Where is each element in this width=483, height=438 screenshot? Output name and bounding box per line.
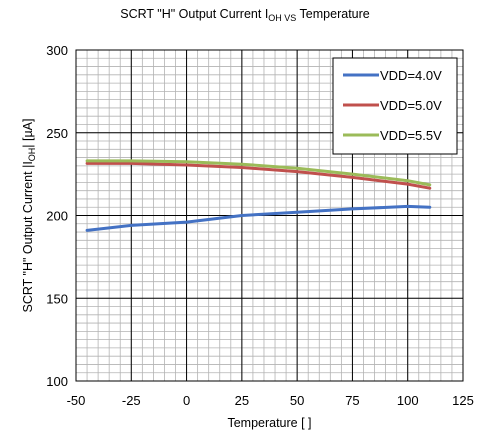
x-tick-label: 25 [235,393,249,408]
y-tick-label: 200 [46,209,68,224]
chart-title-subscript: OH VS [268,13,296,23]
x-tick-label: 100 [397,393,419,408]
legend-label: VDD=4.0V [380,68,442,83]
series-line-3 [85,159,432,187]
x-tick-label: -50 [67,393,86,408]
x-tick-label: -25 [122,393,141,408]
x-tick-label: 125 [452,393,474,408]
series-line-1 [85,204,432,232]
plot-area [75,49,464,382]
x-axis-label: Temperature [ ] [227,416,311,430]
y-tick-label: 250 [46,126,68,141]
series-line-2 [85,161,432,190]
y-tick-label: 100 [46,374,68,389]
x-tick-label: 50 [290,393,304,408]
chart-title: SCRT "H" Output Current IOH VS Temperatu… [120,7,370,23]
y-axis-label-subscript: OH [27,148,37,162]
x-tick-label: 75 [345,393,359,408]
y-tick-label: 150 [46,291,68,306]
y-tick-label: 300 [46,43,68,58]
series-layer [85,159,432,232]
y-axis-label: SCRT "H" Output Current |IOH| [µA] [21,118,37,312]
x-axis-ticks: -50 -25 0 25 50 75 100 125 [67,393,474,408]
x-tick-label: 0 [183,393,190,408]
legend-label: VDD=5.0V [380,98,442,113]
legend-label: VDD=5.5V [380,128,442,143]
legend: VDD=4.0V VDD=5.0V VDD=5.5V [332,57,458,155]
y-axis-ticks: 100 150 200 250 300 [46,43,68,389]
